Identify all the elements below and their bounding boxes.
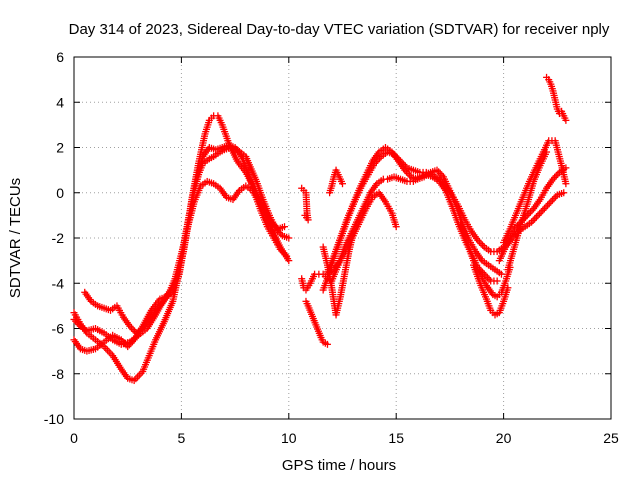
track-5-point [493, 277, 501, 285]
track-11-point [539, 206, 547, 214]
track-7-point [497, 270, 505, 278]
track-11-point [544, 201, 552, 209]
track-11-point [542, 203, 550, 211]
y-tick-label: 4 [56, 94, 64, 110]
track-11-point [529, 216, 537, 224]
x-tick-label: 10 [281, 430, 297, 446]
x-tick-label: 20 [496, 430, 512, 446]
track-13-point [562, 180, 570, 188]
track-6-point [477, 240, 485, 248]
track-3-point [283, 252, 291, 260]
x-tick-label: 15 [388, 430, 404, 446]
y-tick-label: -8 [52, 366, 65, 382]
track-16-point [323, 340, 331, 348]
track-11-point [536, 210, 544, 218]
y-axis-label: SDTVAR / TECUs [7, 178, 24, 298]
track-1-point [285, 234, 293, 242]
track-11-point [540, 205, 548, 213]
track-8-point [392, 223, 400, 231]
track-7-point [404, 170, 412, 178]
track-11-point [532, 213, 540, 221]
track-11-point [547, 198, 555, 206]
x-tick-label: 0 [70, 430, 78, 446]
x-axis-label: GPS time / hours [282, 457, 396, 474]
track-11-point [548, 196, 556, 204]
track-11-point [534, 211, 542, 219]
track-12-point [526, 208, 534, 216]
track-12-point [552, 172, 560, 180]
chart-title: Day 314 of 2023, Sidereal Day-to-day VTE… [69, 21, 610, 38]
tick-layer: 0 5 10 15 20 25 -10 -8 -6 -4 -2 0 2 4 6 [44, 49, 619, 446]
track-4-point [281, 223, 289, 231]
track-15-point [562, 116, 570, 124]
y-tick-label: 6 [56, 49, 64, 65]
data-points [70, 73, 570, 385]
y-tick-label: -2 [52, 230, 65, 246]
track-10-point [504, 284, 512, 292]
y-tick-label: -6 [52, 321, 65, 337]
track-14-point [543, 148, 551, 156]
y-tick-label: 2 [56, 140, 64, 156]
track-11-point [560, 189, 568, 197]
track-2-point [285, 257, 293, 265]
track-5-point [485, 275, 493, 283]
track-11-point [550, 194, 558, 202]
y-tick-label: -4 [52, 275, 65, 291]
track-16-point [301, 211, 309, 219]
track-11-point [545, 199, 553, 207]
track-6-point [479, 241, 487, 249]
x-tick-label: 25 [603, 430, 619, 446]
track-11-point [531, 215, 539, 223]
track-11-point [537, 208, 545, 216]
track-17-point [349, 229, 357, 237]
x-tick-label: 5 [178, 430, 186, 446]
track-16-point [339, 180, 346, 188]
y-tick-label: 0 [56, 185, 64, 201]
y-tick-label: -10 [44, 411, 64, 427]
